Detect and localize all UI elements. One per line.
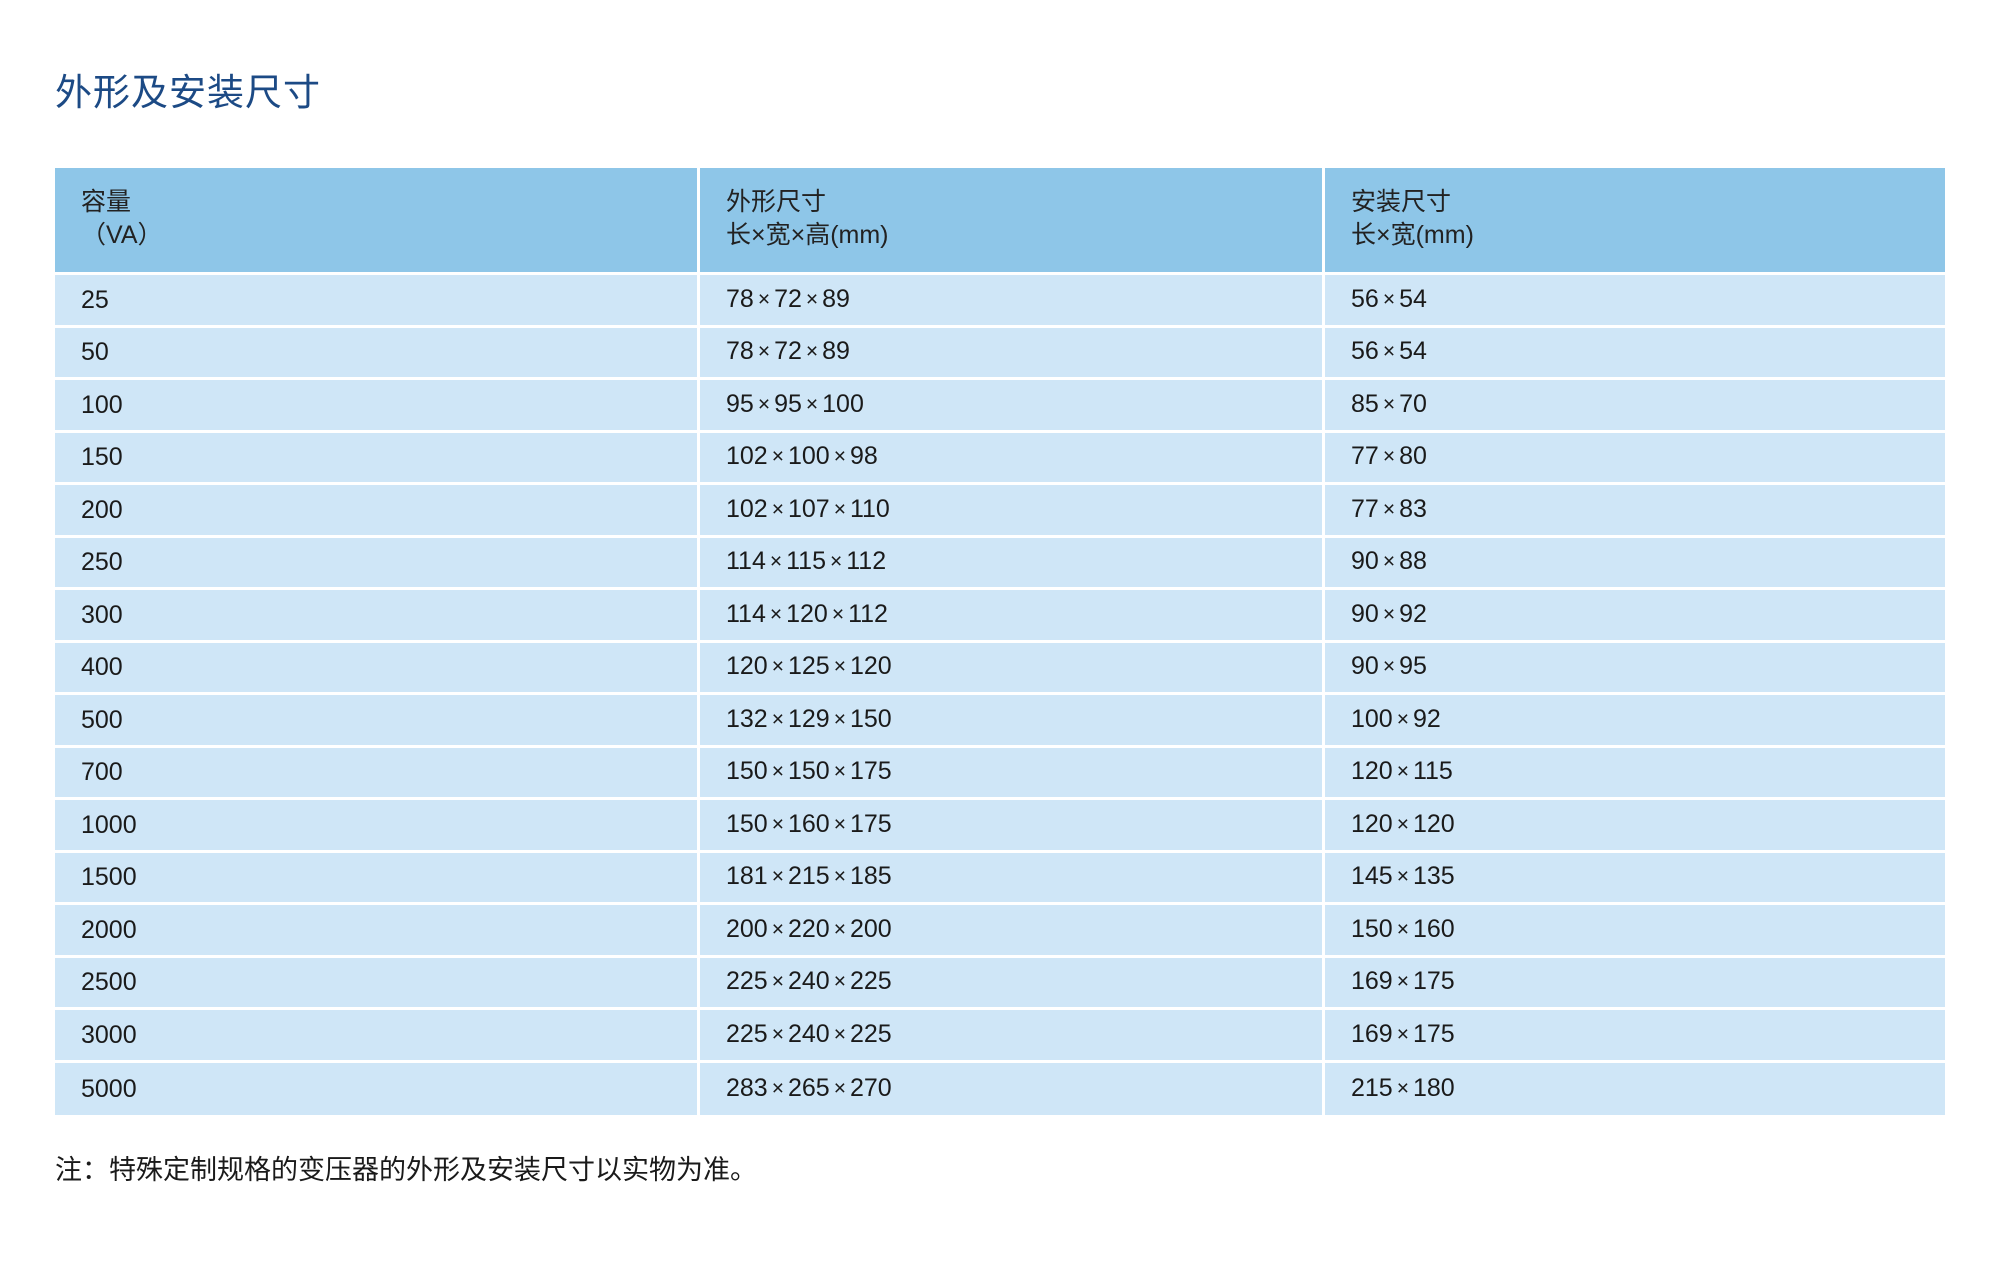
- cell-mounting-dimensions: 77 × 80: [1325, 432, 1945, 485]
- cell-mounting-dimensions: 120 × 115: [1325, 747, 1945, 800]
- table-row: 25 78 × 72 × 89 56 × 54: [55, 275, 1945, 328]
- cell-mounting-dimensions: 85 × 70: [1325, 380, 1945, 433]
- dimensions-table: 容量 （VA） 外形尺寸 长×宽×高(mm) 安装尺寸 长×宽(mm) 25 78…: [55, 168, 1945, 1115]
- cell-mounting-dimensions: 100 × 92: [1325, 695, 1945, 748]
- cell-mounting-dimensions: 215 × 180: [1325, 1062, 1945, 1115]
- column-header-outline-line2: 长×宽×高(mm): [726, 221, 889, 249]
- cell-mounting-dimensions: 169 × 175: [1325, 957, 1945, 1010]
- cell-capacity: 100: [55, 380, 700, 433]
- table-row: 400 120 × 125 × 120 90 × 95: [55, 642, 1945, 695]
- cell-capacity: 300: [55, 590, 700, 643]
- cell-capacity: 25: [55, 275, 700, 328]
- cell-mounting-dimensions: 56 × 54: [1325, 275, 1945, 328]
- table-row: 200 102 × 107 × 110 77 × 83: [55, 485, 1945, 538]
- cell-capacity: 5000: [55, 1062, 700, 1115]
- table-footnote: 注：特殊定制规格的变压器的外形及安装尺寸以实物为准。: [55, 1155, 757, 1185]
- cell-mounting-dimensions: 145 × 135: [1325, 852, 1945, 905]
- cell-capacity: 2500: [55, 957, 700, 1010]
- cell-outline-dimensions: 78 × 72 × 89: [700, 327, 1325, 380]
- column-header-outline: 外形尺寸 长×宽×高(mm): [700, 168, 1325, 275]
- table-row: 2500 225 × 240 × 225 169 × 175: [55, 957, 1945, 1010]
- table-header: 容量 （VA） 外形尺寸 长×宽×高(mm) 安装尺寸 长×宽(mm): [55, 168, 1945, 275]
- cell-mounting-dimensions: 150 × 160: [1325, 905, 1945, 958]
- cell-capacity: 150: [55, 432, 700, 485]
- table-row: 250 114 × 115 × 112 90 × 88: [55, 537, 1945, 590]
- cell-capacity: 50: [55, 327, 700, 380]
- table-row: 500 132 × 129 × 150 100 × 92: [55, 695, 1945, 748]
- cell-outline-dimensions: 132 × 129 × 150: [700, 695, 1325, 748]
- column-header-outline-line1: 外形尺寸: [726, 188, 827, 216]
- table-row: 100 95 × 95 × 100 85 × 70: [55, 380, 1945, 433]
- cell-capacity: 400: [55, 642, 700, 695]
- cell-capacity: 500: [55, 695, 700, 748]
- cell-capacity: 1500: [55, 852, 700, 905]
- cell-capacity: 200: [55, 485, 700, 538]
- cell-mounting-dimensions: 77 × 83: [1325, 485, 1945, 538]
- cell-outline-dimensions: 102 × 100 × 98: [700, 432, 1325, 485]
- cell-outline-dimensions: 181 × 215 × 185: [700, 852, 1325, 905]
- cell-mounting-dimensions: 56 × 54: [1325, 327, 1945, 380]
- cell-capacity: 2000: [55, 905, 700, 958]
- cell-outline-dimensions: 225 × 240 × 225: [700, 1010, 1325, 1063]
- header-row: 容量 （VA） 外形尺寸 长×宽×高(mm) 安装尺寸 长×宽(mm): [55, 168, 1945, 275]
- column-header-mounting: 安装尺寸 长×宽(mm): [1325, 168, 1945, 275]
- cell-outline-dimensions: 150 × 150 × 175: [700, 747, 1325, 800]
- cell-capacity: 250: [55, 537, 700, 590]
- table-row: 700 150 × 150 × 175 120 × 115: [55, 747, 1945, 800]
- column-header-capacity: 容量 （VA）: [55, 168, 700, 275]
- cell-mounting-dimensions: 120 × 120: [1325, 800, 1945, 853]
- column-header-capacity-line2: （VA）: [81, 221, 163, 249]
- page-title: 外形及安装尺寸: [55, 71, 321, 113]
- cell-capacity: 700: [55, 747, 700, 800]
- cell-outline-dimensions: 95 × 95 × 100: [700, 380, 1325, 433]
- cell-mounting-dimensions: 90 × 88: [1325, 537, 1945, 590]
- table-row: 150 102 × 100 × 98 77 × 80: [55, 432, 1945, 485]
- table-row: 1500 181 × 215 × 185 145 × 135: [55, 852, 1945, 905]
- cell-mounting-dimensions: 169 × 175: [1325, 1010, 1945, 1063]
- table-row: 3000 225 × 240 × 225 169 × 175: [55, 1010, 1945, 1063]
- cell-outline-dimensions: 78 × 72 × 89: [700, 275, 1325, 328]
- column-header-mounting-line2: 长×宽(mm): [1351, 221, 1474, 249]
- cell-mounting-dimensions: 90 × 95: [1325, 642, 1945, 695]
- table-row: 50 78 × 72 × 89 56 × 54: [55, 327, 1945, 380]
- cell-outline-dimensions: 102 × 107 × 110: [700, 485, 1325, 538]
- table-body: 25 78 × 72 × 89 56 × 54 50 78 × 72 × 89 56 × 54 100 95 × 95 × 1…: [55, 275, 1945, 1115]
- cell-outline-dimensions: 200 × 220 × 200: [700, 905, 1325, 958]
- cell-outline-dimensions: 114 × 120 × 112: [700, 590, 1325, 643]
- cell-outline-dimensions: 120 × 125 × 120: [700, 642, 1325, 695]
- table-row: 2000 200 × 220 × 200 150 × 160: [55, 905, 1945, 958]
- cell-outline-dimensions: 283 × 265 × 270: [700, 1062, 1325, 1115]
- cell-capacity: 1000: [55, 800, 700, 853]
- table-row: 300 114 × 120 × 112 90 × 92: [55, 590, 1945, 643]
- cell-outline-dimensions: 225 × 240 × 225: [700, 957, 1325, 1010]
- cell-outline-dimensions: 150 × 160 × 175: [700, 800, 1325, 853]
- column-header-mounting-line1: 安装尺寸: [1351, 188, 1452, 216]
- column-header-capacity-line1: 容量: [81, 188, 132, 216]
- table-row: 5000 283 × 265 × 270 215 × 180: [55, 1062, 1945, 1115]
- table-row: 1000 150 × 160 × 175 120 × 120: [55, 800, 1945, 853]
- cell-mounting-dimensions: 90 × 92: [1325, 590, 1945, 643]
- cell-capacity: 3000: [55, 1010, 700, 1063]
- cell-outline-dimensions: 114 × 115 × 112: [700, 537, 1325, 590]
